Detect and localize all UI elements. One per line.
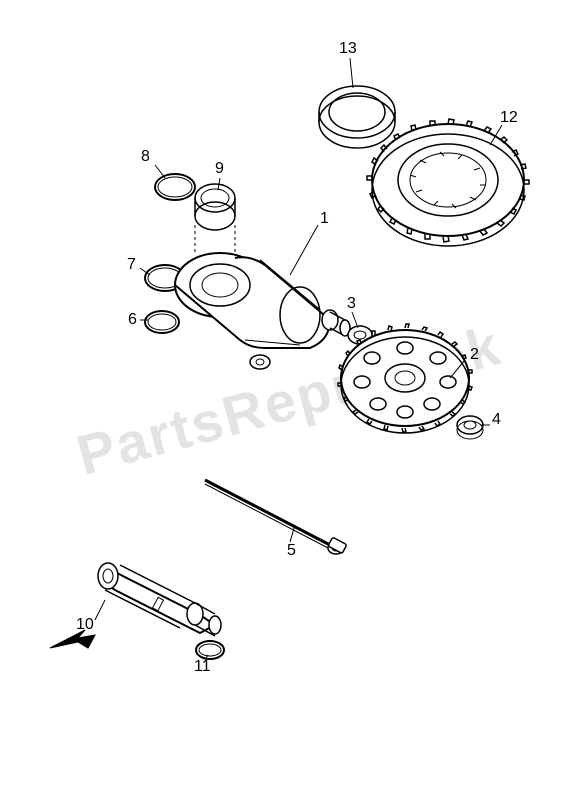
callout-5: 5 (287, 542, 296, 560)
part-oring-8 (155, 174, 195, 200)
part-oring-11 (196, 641, 224, 659)
callout-2: 2 (470, 346, 479, 364)
part-drive-gear-2 (338, 324, 472, 433)
callout-13: 13 (339, 40, 357, 58)
parts-diagram-container: PartsRepubliek (0, 0, 578, 800)
callout-10: 10 (76, 616, 94, 634)
callout-7: 7 (127, 256, 136, 274)
part-pump-body-1 (175, 253, 350, 369)
callout-3: 3 (347, 295, 356, 313)
callout-1: 1 (320, 210, 329, 228)
callout-12: 12 (500, 109, 518, 127)
part-collar-9 (195, 184, 235, 230)
callout-8: 8 (141, 148, 150, 166)
parts-drawing (0, 0, 578, 800)
callout-6: 6 (128, 311, 137, 329)
part-nut-4 (457, 416, 483, 439)
part-shaft-10 (98, 563, 221, 636)
callout-9: 9 (215, 160, 224, 178)
callout-11: 11 (194, 658, 211, 676)
callout-4: 4 (492, 411, 501, 429)
part-bearing-13 (319, 86, 395, 148)
part-bolt-5 (205, 480, 347, 554)
part-gear-12 (367, 119, 529, 246)
part-oring-6 (145, 311, 179, 333)
